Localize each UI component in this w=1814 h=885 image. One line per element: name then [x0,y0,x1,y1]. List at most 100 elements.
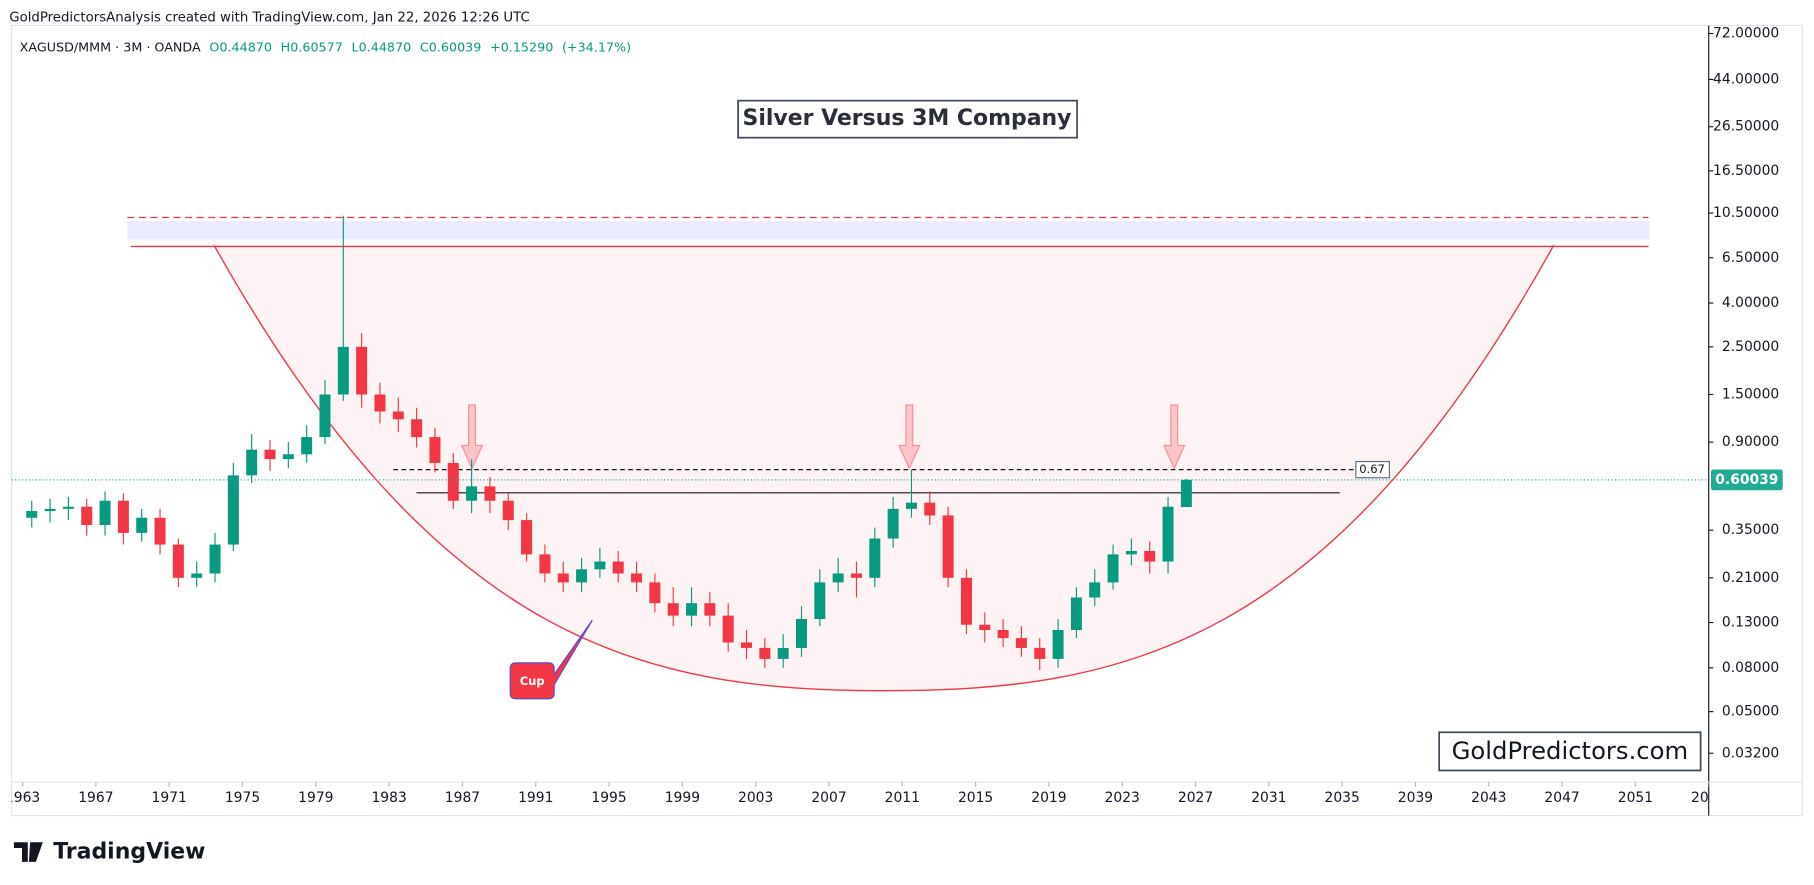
candle-body [1034,647,1046,659]
x-tick-label: 2035 [1325,790,1360,806]
x-tick-label: 2039 [1398,790,1433,806]
x-axis: 1963 1967 1971 1975 1979 1983 1987 1991 1995 1999… [12,782,1709,806]
candle-body [539,554,551,574]
x-tick-label: 2043 [1471,790,1506,806]
candle-body [282,454,294,460]
logo-icon [13,842,43,862]
x-tick-label: 1975 [225,790,260,806]
candle-body [832,573,844,583]
y-tick-label: 2.50000 [1722,339,1779,355]
candle-body [869,538,881,578]
candle-body [337,346,349,395]
x-tick-label: 1967 [78,790,113,806]
candle-body [576,569,588,583]
y-tick-label: 0.21000 [1722,570,1779,586]
cup-fill [214,245,1554,691]
legend-close: C0.60039 [420,39,481,54]
x-tick-label: 1987 [445,790,480,806]
candle-body [704,603,716,616]
candle-body [905,502,917,509]
y-tick-label: 6.50000 [1722,250,1779,266]
x-tick-label: 2003 [738,790,773,806]
y-tick-label: 0.13000 [1722,615,1779,631]
legend-change-pct: (+34.17%) [562,39,631,54]
last-price-box [1711,469,1783,491]
candle-body [796,619,807,648]
candle-body [301,437,313,455]
candle-body [1089,582,1101,598]
candle-body [667,603,679,616]
candle-body [612,561,624,574]
x-tick-label: 1999 [665,790,700,806]
arrow [1162,404,1186,470]
candle-body [44,508,56,511]
y-tick-label: 0.03200 [1722,745,1779,761]
candle-body [631,573,643,583]
y-tick-label: 0.08000 [1722,660,1779,676]
legend-open: O0.44870 [209,39,272,54]
candle-body [649,582,661,604]
y-tick-label: 44.00000 [1713,71,1779,87]
candle-body [777,647,789,659]
candle-body [81,506,93,526]
candle-body [429,437,441,463]
candle-body [594,561,606,570]
x-tick-label: 1979 [298,790,333,806]
x-tick-label: 2031 [1251,790,1286,806]
x-tick-label: 2047 [1544,790,1579,806]
candle-body [447,462,459,501]
x-tick-label: 1971 [152,790,187,806]
title-box [737,99,1078,139]
candle-body [356,346,368,395]
candle-body [392,411,404,420]
symbol: XAGUSD/MMM · 3M · OANDA [20,39,201,54]
candle-body [117,500,129,533]
y-tick-label: 0.05000 [1722,704,1779,720]
candle-body [154,517,166,545]
candle-body [1162,506,1174,562]
candle-body [227,475,239,545]
candle-body [1070,597,1082,631]
y-tick-label: 1.50000 [1722,386,1779,402]
plot [11,215,1709,671]
candle-body [1107,554,1119,583]
resistance-zone [127,220,1650,240]
candle-body [722,615,734,643]
candle-body [374,394,386,412]
watermark-box [1438,731,1702,772]
resistance-label: 0.67 [1359,462,1385,476]
candle-body [979,624,991,631]
chart-title: Silver Versus 3M Company [743,106,1072,131]
legend-change: +0.15290 [490,39,553,54]
candle-body [850,573,862,578]
candle-body [319,394,331,438]
cup-curve [213,244,1555,692]
x-tick-label: 2051 [1618,790,1653,806]
y-axis: 72.00000 44.00000 26.50000 16.50000 10.50000… [1708,26,1779,761]
x-tick-label: 2011 [885,790,920,806]
y-tick-label: 26.50000 [1713,119,1779,135]
candle-body [26,510,38,518]
candle-body [191,573,203,578]
x-tick-label: 2023 [1105,790,1140,806]
candle-body [136,517,148,533]
candle-body [1052,630,1064,659]
x-tick-label: 1991 [518,790,553,806]
candle-body [466,486,478,501]
y-tick-label: 0.35000 [1722,522,1779,538]
x-tick-label: 1983 [371,790,406,806]
candle-body [1144,550,1156,562]
candle-body [1125,550,1137,555]
y-tick-label: 16.50000 [1713,163,1779,179]
candle-body [264,449,276,460]
x-tick-label: 1995 [591,790,626,806]
y-tick-label: 4.00000 [1722,295,1779,311]
arrow [898,404,921,470]
arrow [460,404,484,470]
candle-body [814,582,826,620]
candle-body [246,449,258,476]
x-tick-label: 2007 [811,790,846,806]
candle-body [997,630,1009,639]
watermark: GoldPredictors.com [1452,736,1689,765]
candle-body [502,500,514,521]
